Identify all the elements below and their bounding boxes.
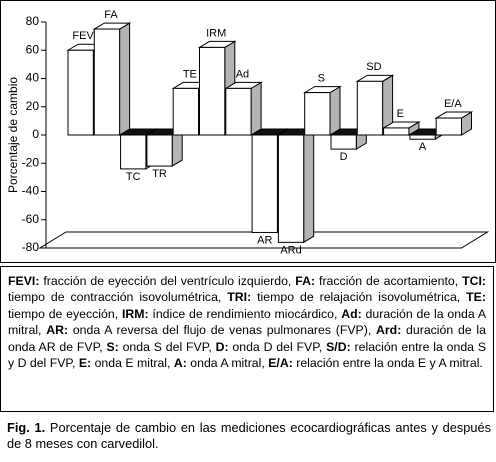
abbr-text: onda A mitral, [190, 356, 265, 371]
abbr-term: E: [78, 356, 92, 371]
bar-label: SD [366, 61, 381, 73]
bar-label: A [419, 141, 427, 153]
bar [330, 134, 357, 150]
floor [38, 231, 490, 249]
bar-label: FEVI [72, 30, 96, 42]
figure-caption: Fig. 1. Porcentaje de cambio en las medi… [7, 420, 491, 452]
abbr-text: duración de la onda A mitral, [8, 306, 487, 338]
abbr-term: A: [173, 356, 187, 371]
bar [277, 134, 305, 243]
y-tick-label: 60 [26, 42, 40, 56]
bar [93, 28, 121, 136]
abbr-term: AR: [46, 323, 69, 338]
abbr-text: tiempo de eyección, [8, 306, 119, 321]
bar-label: E/A [444, 98, 462, 110]
bar-top [118, 128, 158, 136]
abbr-term: S/D: [326, 339, 351, 354]
bar-label: D [340, 151, 348, 163]
bar [67, 49, 94, 136]
bar [120, 134, 147, 170]
abbr-term: FEVI: [8, 274, 40, 288]
bar-side [329, 85, 341, 136]
bar-side [119, 22, 131, 136]
bar-label: TE [183, 68, 197, 80]
bar-top [250, 128, 290, 136]
abbr-text: fracción de acortamiento, [319, 274, 459, 288]
bar-label: S [318, 73, 325, 85]
abbr-text: relación entre la onda S y D del FVP, [8, 339, 487, 371]
abbr-term: FA: [295, 274, 316, 288]
abbr-text: índice de rendimiento miocárdico, [152, 306, 338, 321]
caption-label: Fig. 1. [7, 420, 46, 435]
bar [172, 87, 199, 136]
bar [225, 87, 252, 136]
bar [146, 134, 173, 167]
bar [435, 117, 463, 136]
bar-label: ARd [280, 244, 301, 256]
bar [251, 134, 278, 233]
y-axis-title: Porcentaje de cambio [6, 77, 20, 193]
bar-label: Ad [236, 68, 249, 80]
bar-label: AR [257, 234, 272, 246]
y-tick-label: -80 [22, 240, 40, 254]
bar [356, 80, 384, 136]
abbr-text: duración de la onda AR de FVP, [8, 323, 486, 354]
bar [304, 92, 331, 136]
bar-label: E [397, 108, 404, 120]
bar-label: TR [152, 168, 167, 180]
y-tick-label: 0 [32, 127, 39, 141]
y-tick-label: -60 [22, 212, 40, 226]
abbr-text: tiempo de relajación isovolumétrica, [257, 290, 461, 305]
bar [409, 134, 436, 140]
abbr-text: onda S del FVP, [122, 339, 212, 354]
abbr-text: onda A reversa del flujo de venas pulmon… [72, 323, 372, 338]
abbr-term: E/A: [268, 356, 293, 371]
abbr-text: onda D del FVP, [232, 339, 323, 354]
abbr-term: TE: [466, 290, 486, 305]
abbr-text: fracción de eyección del ventrículo izqu… [43, 274, 292, 288]
bar-side [250, 81, 262, 136]
abbr-term: Ard: [376, 323, 402, 338]
abbr-term: D: [215, 339, 229, 354]
y-tick-label: -40 [22, 184, 40, 198]
abbr-text: onda E mitral, [94, 356, 171, 371]
abbr-term: TCI: [462, 274, 486, 288]
y-tick-label: 40 [26, 71, 40, 85]
bar [383, 127, 410, 136]
y-tick-label: -20 [22, 155, 40, 169]
caption-text: Porcentaje de cambio en las mediciones e… [7, 420, 491, 451]
abbr-term: S: [106, 339, 119, 354]
abbr-text: tiempo de contracción isovolumétrica, [8, 290, 222, 305]
abbr-term: IRM: [121, 306, 149, 321]
bar [199, 46, 226, 136]
y-tick-label: 80 [26, 14, 40, 28]
abbr-text: relación entre la onda E y A mitral. [296, 356, 483, 371]
bar-side [303, 128, 315, 244]
y-tick-label: 20 [26, 99, 40, 113]
bar-label: IRM [206, 27, 226, 39]
bar-label: TC [126, 171, 141, 183]
bar-label: FA [104, 9, 118, 21]
abbr-term: Ad: [341, 306, 362, 321]
abbreviations: FEVI: fracción de eyección del ventrícul… [0, 266, 494, 412]
abbr-term: TRI: [227, 290, 252, 305]
chart: Porcentaje de cambio 80 60 40 20 0 -20 -40 -60 -… [0, 0, 496, 263]
